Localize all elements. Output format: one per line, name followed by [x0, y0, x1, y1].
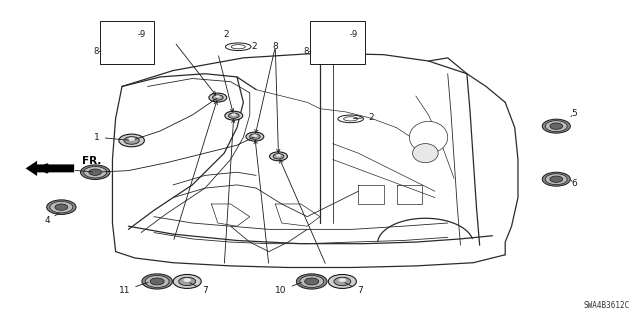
FancyArrow shape [26, 161, 74, 176]
Circle shape [339, 278, 346, 282]
Circle shape [179, 277, 196, 286]
Circle shape [542, 119, 570, 133]
Circle shape [113, 48, 122, 53]
Text: 2: 2 [223, 30, 229, 39]
Circle shape [209, 93, 227, 102]
Ellipse shape [338, 115, 364, 123]
Circle shape [300, 276, 324, 287]
Circle shape [145, 276, 169, 287]
Circle shape [124, 137, 140, 144]
Circle shape [129, 137, 135, 141]
Circle shape [334, 277, 351, 286]
Circle shape [114, 29, 136, 40]
Circle shape [305, 278, 319, 285]
Circle shape [108, 47, 127, 56]
Text: 8-: 8- [303, 47, 312, 56]
Text: 1: 1 [94, 133, 129, 142]
Text: 7: 7 [345, 283, 363, 295]
Text: FR.: FR. [82, 156, 101, 166]
Circle shape [84, 167, 107, 178]
Circle shape [276, 154, 281, 157]
Circle shape [325, 29, 347, 40]
Circle shape [545, 174, 567, 185]
Text: -9: -9 [349, 30, 358, 39]
Ellipse shape [225, 43, 251, 50]
Circle shape [273, 154, 284, 159]
Text: -9: -9 [138, 30, 147, 39]
Ellipse shape [410, 122, 448, 153]
Circle shape [55, 204, 68, 210]
Circle shape [173, 274, 201, 288]
Circle shape [232, 114, 236, 116]
Ellipse shape [344, 117, 358, 121]
Circle shape [150, 278, 164, 285]
Ellipse shape [413, 144, 438, 163]
Circle shape [104, 45, 132, 58]
Circle shape [550, 123, 563, 129]
Circle shape [228, 113, 239, 118]
Circle shape [253, 135, 257, 137]
Circle shape [122, 32, 129, 36]
Text: 7: 7 [189, 283, 207, 295]
Circle shape [545, 121, 567, 132]
Circle shape [89, 169, 102, 175]
Text: 6: 6 [571, 179, 577, 188]
Text: SWA4B3612C: SWA4B3612C [584, 301, 630, 310]
Bar [100, 21, 154, 64]
Circle shape [333, 32, 339, 36]
Text: 10: 10 [275, 282, 301, 295]
Circle shape [81, 165, 110, 180]
Circle shape [321, 26, 351, 42]
Circle shape [269, 152, 287, 161]
Text: 5: 5 [571, 109, 577, 118]
Circle shape [225, 111, 243, 120]
Circle shape [550, 176, 563, 182]
Text: 8-: 8- [93, 47, 102, 56]
Circle shape [50, 201, 73, 213]
Text: 8: 8 [273, 42, 278, 51]
Circle shape [142, 274, 173, 289]
Circle shape [542, 172, 570, 186]
Circle shape [119, 134, 145, 147]
Circle shape [319, 47, 337, 56]
Circle shape [324, 48, 333, 53]
Circle shape [296, 274, 327, 289]
Circle shape [110, 26, 141, 42]
Circle shape [250, 134, 260, 139]
Text: 11: 11 [119, 282, 148, 295]
Circle shape [329, 31, 343, 37]
Text: 2: 2 [353, 113, 374, 122]
Ellipse shape [231, 45, 245, 49]
Circle shape [246, 132, 264, 141]
Circle shape [212, 95, 223, 100]
Bar [310, 21, 365, 64]
Text: 4: 4 [44, 213, 59, 225]
Circle shape [184, 278, 191, 282]
Circle shape [314, 45, 342, 58]
Text: 6: 6 [64, 165, 92, 174]
Text: 2: 2 [252, 42, 257, 51]
Circle shape [47, 200, 76, 214]
Circle shape [118, 31, 132, 37]
Circle shape [216, 96, 220, 98]
Circle shape [328, 274, 356, 288]
